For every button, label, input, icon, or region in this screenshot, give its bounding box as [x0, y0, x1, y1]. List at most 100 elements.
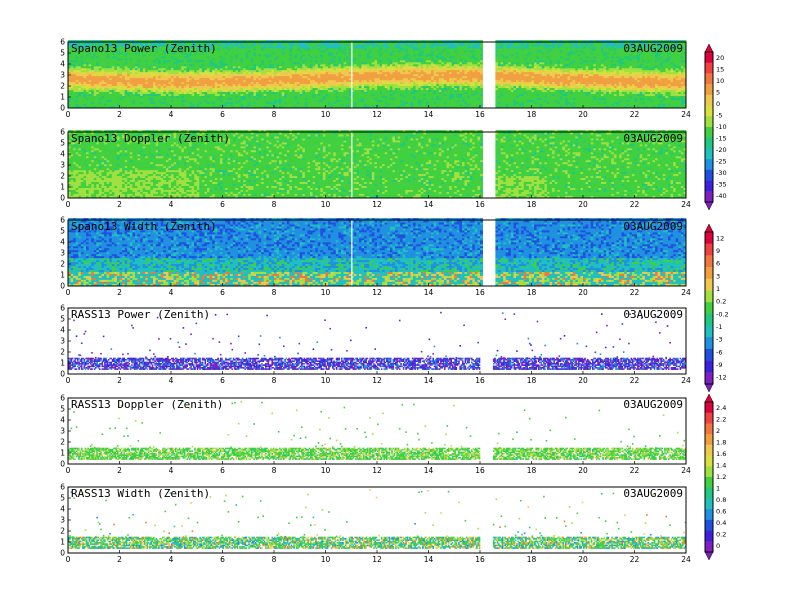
- x-tick-label: 0: [66, 376, 71, 385]
- colorbar-max-arrow: [705, 394, 713, 402]
- y-tick-label: 2: [60, 438, 65, 447]
- colorbar-max-arrow: [705, 44, 713, 52]
- y-tick-label: 3: [60, 71, 65, 80]
- colorbar-segment: [705, 148, 713, 159]
- colorbar-segment: [705, 170, 713, 181]
- x-tick-label: 20: [578, 110, 588, 119]
- colorbar-label: 1.6: [716, 450, 726, 458]
- colorbar-segment: [705, 181, 713, 192]
- colorbar-segment: [705, 349, 713, 361]
- x-tick-label: 10: [321, 466, 331, 475]
- colorbar-segment: [705, 159, 713, 170]
- colorbar-segment: [705, 106, 713, 117]
- y-tick-label: 1: [60, 359, 65, 368]
- colorbar-segment: [705, 372, 713, 384]
- colorbar-label: 20: [716, 54, 724, 62]
- y-tick-label: 6: [60, 304, 65, 313]
- x-tick-label: 18: [527, 555, 537, 564]
- x-tick-label: 8: [272, 466, 277, 475]
- x-tick-label: 12: [372, 110, 382, 119]
- colorbar-segment: [705, 413, 713, 424]
- colorbar-label: 3: [716, 272, 720, 280]
- colorbar-label: -0.2: [716, 310, 729, 318]
- x-tick-label: 10: [321, 555, 331, 564]
- x-tick-label: 10: [321, 288, 331, 297]
- x-tick-label: 4: [169, 288, 174, 297]
- x-tick-label: 20: [578, 288, 588, 297]
- colorbar-label: 1: [716, 485, 720, 493]
- colorbar-label: 9: [716, 247, 720, 255]
- colorbar-label: -30: [716, 169, 727, 177]
- colorbar-label: 0.2: [716, 531, 726, 539]
- colorbar-label: 1.4: [716, 461, 726, 469]
- colorbar-segment: [705, 244, 713, 256]
- x-tick-label: 0: [66, 555, 71, 564]
- colorbar-label: 15: [716, 65, 724, 73]
- colorbar-label: 6: [716, 260, 720, 268]
- x-tick-label: 24: [681, 110, 691, 119]
- panel-title: RASS13 Power (Zenith): [71, 308, 210, 321]
- x-tick-label: 16: [475, 555, 485, 564]
- y-tick-label: 4: [60, 238, 65, 247]
- colorbar-segment: [705, 466, 713, 477]
- y-tick-label: 3: [60, 161, 65, 170]
- x-tick-label: 20: [578, 466, 588, 475]
- colorbar-segment: [705, 498, 713, 509]
- x-tick-label: 24: [681, 555, 691, 564]
- x-tick-label: 8: [272, 200, 277, 209]
- x-tick-label: 12: [372, 376, 382, 385]
- x-tick-label: 10: [321, 110, 331, 119]
- x-tick-label: 22: [630, 376, 640, 385]
- colorbar-label: 0.4: [716, 519, 726, 527]
- colorbar-label: 5: [716, 88, 720, 96]
- x-tick-label: 12: [372, 288, 382, 297]
- x-tick-label: 2: [117, 555, 122, 564]
- y-tick-label: 2: [60, 348, 65, 357]
- colorbar-segment: [705, 127, 713, 138]
- y-tick-label: 0: [60, 460, 65, 469]
- y-tick-label: 5: [60, 49, 65, 58]
- x-tick-label: 18: [527, 200, 537, 209]
- y-tick-label: 5: [60, 494, 65, 503]
- x-tick-label: 14: [424, 376, 434, 385]
- x-tick-label: 8: [272, 376, 277, 385]
- panel-title: Spano13 Power (Zenith): [71, 42, 217, 55]
- x-tick-label: 0: [66, 200, 71, 209]
- y-tick-label: 6: [60, 128, 65, 137]
- colorbar-label: -1: [716, 323, 722, 331]
- x-tick-label: 4: [169, 110, 174, 119]
- y-tick-label: 4: [60, 60, 65, 69]
- y-tick-label: 4: [60, 326, 65, 335]
- y-tick-label: 1: [60, 271, 65, 280]
- x-tick-label: 4: [169, 200, 174, 209]
- y-tick-label: 3: [60, 249, 65, 258]
- colorbar-min-arrow: [705, 384, 713, 392]
- x-tick-label: 2: [117, 288, 122, 297]
- y-tick-label: 1: [60, 183, 65, 192]
- x-tick-label: 24: [681, 200, 691, 209]
- x-tick-label: 2: [117, 466, 122, 475]
- x-tick-label: 10: [321, 376, 331, 385]
- colorbar-label: -20: [716, 146, 727, 154]
- x-tick-label: 16: [475, 110, 485, 119]
- colorbar-segment: [705, 52, 713, 63]
- colorbar-segment: [705, 402, 713, 413]
- rass-doppler-width-scale: 2.42.221.81.61.41.210.80.60.40.20: [705, 394, 726, 560]
- x-tick-label: 18: [527, 466, 537, 475]
- colorbar-label: 2: [716, 427, 720, 435]
- x-tick-label: 24: [681, 466, 691, 475]
- x-tick-label: 6: [220, 376, 225, 385]
- x-tick-label: 18: [527, 376, 537, 385]
- y-tick-label: 5: [60, 227, 65, 236]
- colorbar-segment: [705, 509, 713, 520]
- x-tick-label: 4: [169, 466, 174, 475]
- x-tick-label: 8: [272, 288, 277, 297]
- colorbar-segment: [705, 279, 713, 291]
- x-tick-label: 4: [169, 555, 174, 564]
- colorbar-segment: [705, 477, 713, 488]
- x-tick-label: 18: [527, 110, 537, 119]
